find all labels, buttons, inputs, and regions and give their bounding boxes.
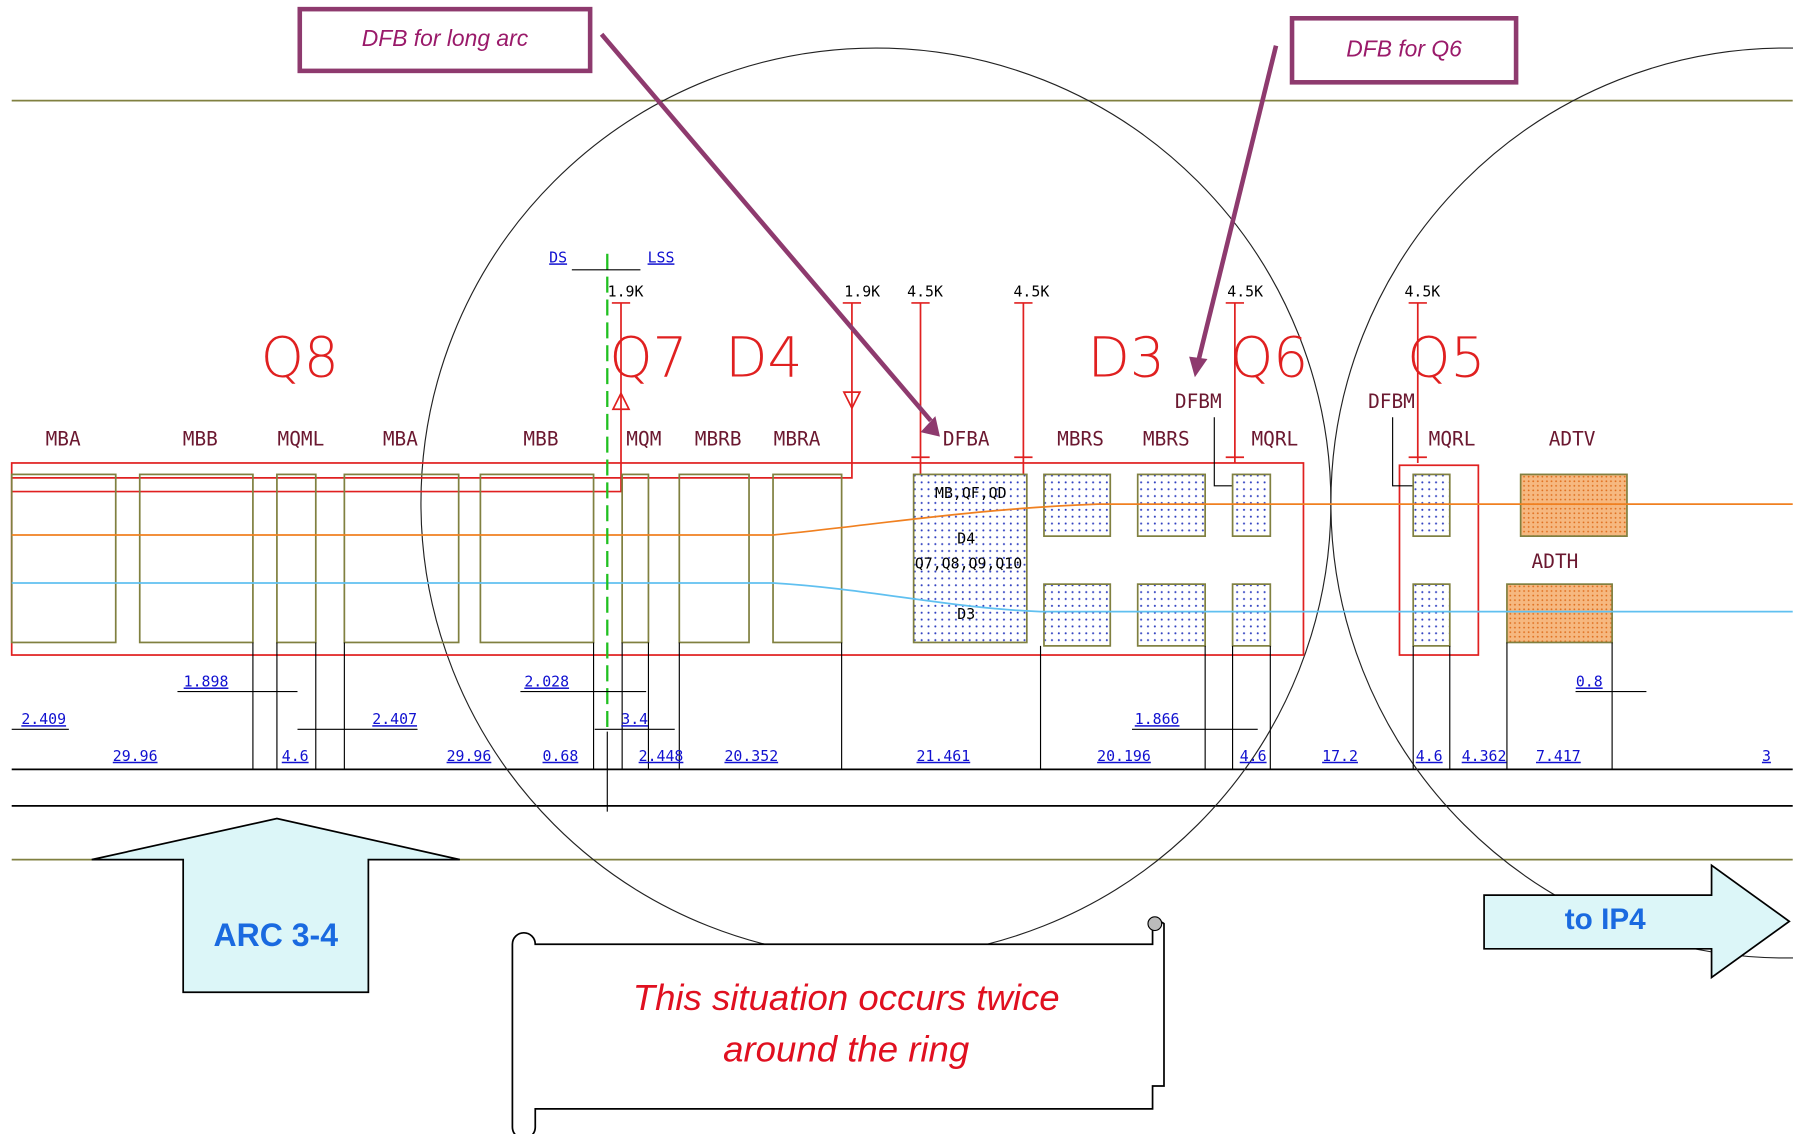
dimensions-label: 29.96 — [113, 747, 158, 765]
groups-label: Q7 — [609, 325, 687, 389]
dimensions-label: 7.417 — [1536, 747, 1581, 765]
groups-label: Q5 — [1407, 325, 1485, 389]
magnets-label: MBRS — [1143, 428, 1190, 451]
dfba-contents-label: D4 — [957, 530, 975, 548]
dimensions-label: 2.448 — [639, 747, 684, 765]
dimensions-label: 2.028 — [524, 672, 569, 690]
dimensions-label: 0.68 — [543, 747, 579, 765]
temperatures-label: 1.9K — [844, 283, 880, 301]
dimensions-label: 4.6 — [1416, 747, 1443, 765]
sections-label: DS — [549, 248, 567, 266]
magnets-label: MQM — [626, 428, 661, 451]
dfb-labels-label: DFBM — [1368, 390, 1415, 413]
temperatures-label: 1.9K — [608, 283, 644, 301]
magnets-label: MQML — [278, 428, 325, 451]
dimensions-label: 1.898 — [184, 672, 229, 690]
temperatures-label: 4.5K — [1013, 283, 1049, 301]
temperatures-label: 4.5K — [907, 283, 943, 301]
dimensions-label: 1.866 — [1135, 710, 1180, 728]
groups-label: D4 — [725, 325, 802, 389]
dfba-contents-label: MB,QF,QD — [935, 484, 1007, 502]
dimensions-label: 21.461 — [917, 747, 971, 765]
magnets-label: MBRS — [1057, 428, 1104, 451]
dimensions-label: 3 — [1762, 747, 1771, 765]
callouts-label: DFB for Q6 — [1346, 35, 1462, 61]
temperatures-label: 4.5K — [1227, 283, 1263, 301]
dimensions-label: 3.4 — [621, 710, 648, 728]
dimensions-label: 20.352 — [724, 747, 778, 765]
dimensions-label: 17.2 — [1322, 747, 1358, 765]
dimensions-label: 2.407 — [372, 710, 417, 728]
dimensions-label: 29.96 — [447, 747, 492, 765]
magnets-label: DFBA — [943, 428, 990, 451]
magnets-label: MBRA — [774, 428, 821, 451]
magnets-label: MBA — [46, 428, 81, 451]
groups-label: Q8 — [261, 325, 339, 389]
groups-label: D3 — [1088, 325, 1165, 389]
dimensions-label: 4.6 — [1240, 747, 1267, 765]
layout — [12, 9, 1793, 1134]
magnets-label: MBA — [383, 428, 418, 451]
magnets-label: MQRL — [1251, 428, 1298, 451]
dimensions-label: 0.8 — [1576, 672, 1603, 690]
dfba-contents-label: Q7,Q8,Q9,Q10 — [915, 555, 1022, 573]
note-label: This situation occurs twice — [633, 977, 1060, 1018]
dimensions-label: 4.6 — [282, 747, 309, 765]
dimensions-label: 20.196 — [1097, 747, 1151, 765]
note-label: around the ring — [723, 1028, 970, 1069]
dimensions-label: 4.362 — [1462, 747, 1507, 765]
magnets-label: ADTH — [1532, 550, 1579, 573]
magnets-label: ADTV — [1549, 428, 1596, 451]
magnets-label: MBRB — [695, 428, 742, 451]
groups-label: Q6 — [1230, 325, 1308, 389]
page: DFB for long arcDFB for Q6DSLSS1.9K1.9K4… — [0, 0, 1793, 1134]
dimensions-label: 2.409 — [21, 710, 66, 728]
diagram: DFB for long arcDFB for Q6DSLSS1.9K1.9K4… — [0, 0, 1793, 1134]
magnets-label: MQRL — [1429, 428, 1476, 451]
arrows-label: ARC 3-4 — [214, 917, 339, 953]
callouts-label: DFB for long arc — [362, 25, 529, 51]
arrows-label: to IP4 — [1565, 903, 1646, 936]
dfba-contents-label: D3 — [957, 605, 975, 623]
magnets-label: MBB — [523, 428, 558, 451]
sections-label: LSS — [648, 248, 675, 266]
dfb-labels-label: DFBM — [1175, 390, 1222, 413]
temperatures-label: 4.5K — [1404, 283, 1440, 301]
magnets-label: MBB — [183, 428, 218, 451]
